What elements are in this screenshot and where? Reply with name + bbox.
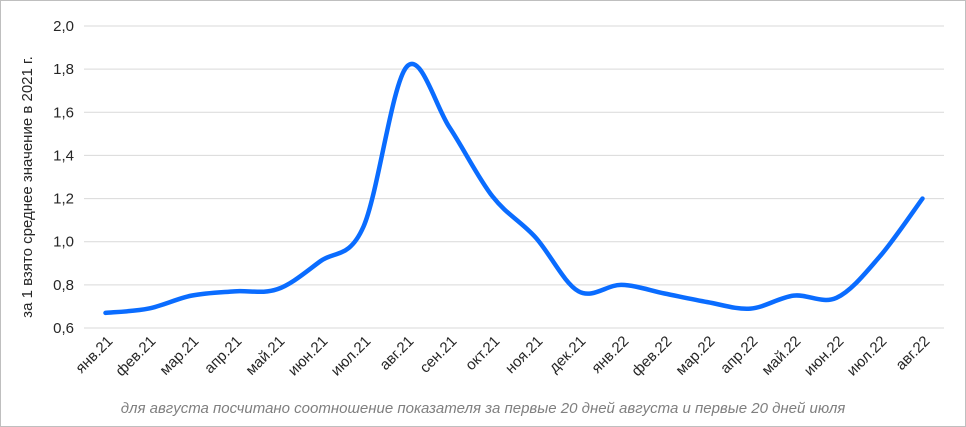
x-tick-label: июн.21 xyxy=(285,333,332,380)
y-tick-label: 1,8 xyxy=(53,61,74,78)
y-tick-label: 1,2 xyxy=(53,191,74,208)
x-tick-label: апр.21 xyxy=(201,333,245,377)
x-tick-label: июл.21 xyxy=(328,333,375,380)
x-tick-label: янв.22 xyxy=(588,333,632,377)
y-tick-label: 1,0 xyxy=(53,234,74,251)
x-tick-label: июн.22 xyxy=(801,333,848,380)
x-tick-label: июл.22 xyxy=(844,333,891,380)
footnote: для августа посчитано соотношение показа… xyxy=(120,400,846,417)
x-tick-label: авг.22 xyxy=(892,333,933,374)
x-tick-label: апр.22 xyxy=(717,333,761,377)
x-tick-label: окт.21 xyxy=(462,333,503,374)
x-tick-label: май.22 xyxy=(758,333,804,379)
x-tick-label: май.21 xyxy=(242,333,288,379)
x-tick-label: фев.22 xyxy=(628,333,675,380)
y-tick-label: 2,0 xyxy=(53,18,74,35)
x-tick-label: мар.22 xyxy=(672,333,718,379)
x-tick-label: авг.21 xyxy=(376,333,417,374)
x-tick-label: мар.21 xyxy=(156,333,202,379)
y-tick-label: 1,4 xyxy=(53,147,74,164)
series-line xyxy=(103,61,925,316)
y-axis-ticks: 0,6 0,8 1,0 1,2 1,4 1,6 1,8 2,0 xyxy=(53,18,74,337)
x-tick-label: сен.21 xyxy=(416,333,460,377)
y-tick-label: 0,8 xyxy=(53,277,74,294)
y-axis-label: за 1 взято среднее значение в 2021 г. xyxy=(19,56,36,318)
x-tick-label: янв.21 xyxy=(72,333,116,377)
x-tick-label: дек.21 xyxy=(546,333,589,376)
x-tick-label: фев.21 xyxy=(112,333,159,380)
gridlines xyxy=(84,25,944,329)
x-axis-ticks: янв.21фев.21мар.21апр.21май.21июн.21июл.… xyxy=(72,333,933,380)
y-tick-label: 0,6 xyxy=(53,320,74,337)
y-tick-label: 1,6 xyxy=(53,104,74,121)
x-tick-label: ноя.21 xyxy=(502,333,546,377)
